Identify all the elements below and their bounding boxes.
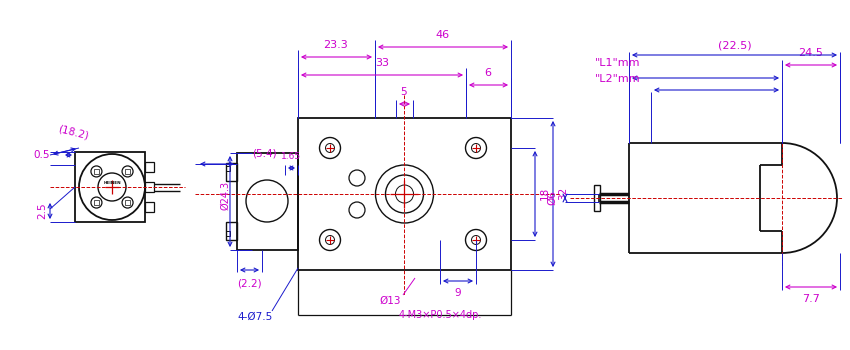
Text: 2.5: 2.5 [37,203,47,219]
Bar [226,222,237,240]
Bar [226,163,237,181]
Text: 46: 46 [436,30,450,40]
Bar [125,200,130,205]
Text: 9: 9 [455,288,462,298]
Text: 5: 5 [400,87,407,97]
Bar [226,231,230,236]
Text: 0.5: 0.5 [33,150,50,160]
Text: Ø24.3: Ø24.3 [220,181,230,210]
Text: 23.3: 23.3 [324,40,348,50]
Text: Ø13: Ø13 [379,296,400,306]
Text: Ø6: Ø6 [547,190,557,205]
Text: 1.65: 1.65 [281,152,301,161]
Bar [94,200,99,205]
Text: 32: 32 [558,186,568,200]
Bar [145,182,154,192]
Bar [145,162,154,172]
Text: 4-Ø7.5: 4-Ø7.5 [237,312,273,322]
Bar [75,152,145,222]
Text: (22.5): (22.5) [718,40,751,50]
Text: (5.4): (5.4) [252,148,276,158]
Text: 7.7: 7.7 [802,294,820,304]
Bar [94,169,99,174]
Text: 18: 18 [540,186,550,200]
Bar [226,166,230,171]
Bar [125,169,130,174]
Text: 6: 6 [484,68,491,78]
Text: HEINEN: HEINEN [103,181,121,185]
Bar [298,118,511,270]
Text: 24.5: 24.5 [798,48,824,58]
Text: (18.2): (18.2) [57,124,90,141]
Bar [237,153,298,250]
Text: 4-M3×P0.5×4dp.: 4-M3×P0.5×4dp. [399,310,482,320]
Bar [594,185,600,211]
Text: "L2"mm: "L2"mm [595,74,641,84]
Bar [145,202,154,212]
Text: 33: 33 [375,58,389,68]
Text: "L1"mm: "L1"mm [595,58,641,68]
Text: (2.2): (2.2) [236,278,261,288]
